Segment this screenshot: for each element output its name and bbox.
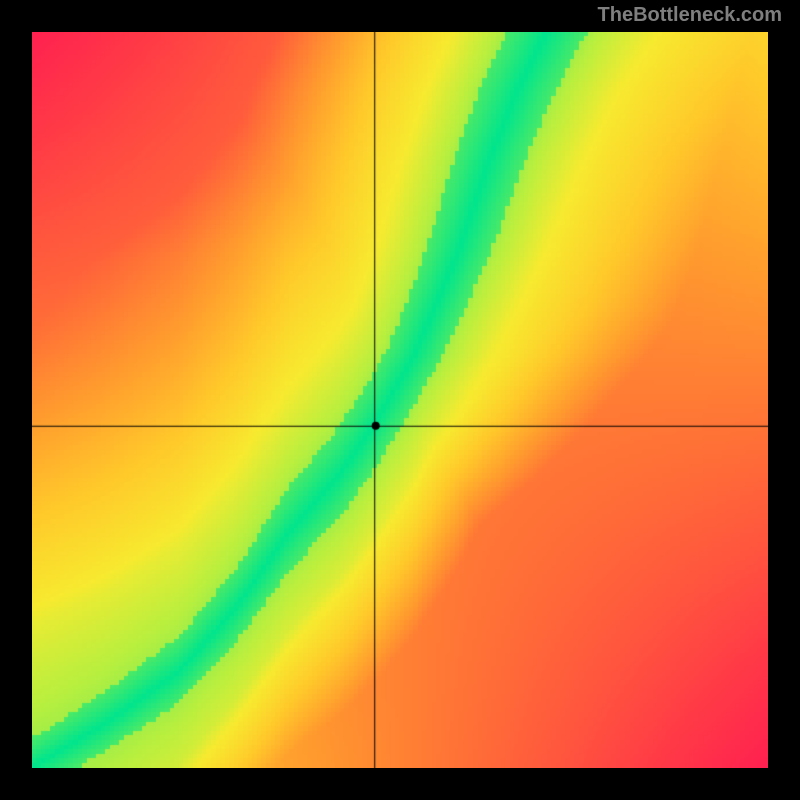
chart-container: TheBottleneck.com xyxy=(0,0,800,800)
watermark-text: TheBottleneck.com xyxy=(598,4,782,27)
heatmap-canvas xyxy=(32,32,768,768)
plot-area xyxy=(32,32,768,768)
